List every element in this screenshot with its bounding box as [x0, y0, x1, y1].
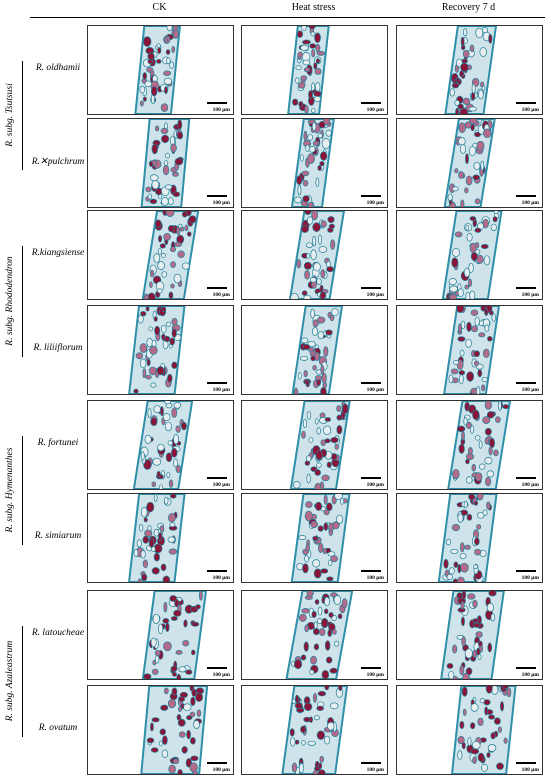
group-label: R. subg. Hymenanthes [5, 447, 15, 532]
scale-bar [361, 762, 381, 764]
scale-bar-label: 100 μm [366, 575, 384, 581]
micrograph: 100 μm [241, 685, 388, 775]
scale-bar [361, 195, 381, 197]
group-line [22, 246, 23, 357]
scale-bar-label: 100 μm [212, 200, 230, 206]
micrograph: 100 μm [87, 25, 234, 115]
scale-bar [207, 287, 227, 289]
scale-bar [361, 667, 381, 669]
group-line [22, 61, 23, 170]
species-label: R. simiarum [34, 531, 82, 541]
micrograph: 100 μm [241, 493, 388, 583]
micrograph: 100 μm [241, 25, 388, 115]
species-label: R. fortunei [37, 438, 79, 448]
micrograph: 100 μm [241, 118, 388, 208]
micrograph: 100 μm [396, 685, 543, 775]
scale-bar [207, 762, 227, 764]
scale-bar [516, 762, 536, 764]
group-label: R. subg. Tsutsusi [5, 82, 15, 147]
scale-bar [516, 570, 536, 572]
micrograph: 100 μm [396, 400, 543, 490]
micrograph: 100 μm [396, 118, 543, 208]
scale-bar-label: 100 μm [212, 482, 230, 488]
scale-bar-label: 100 μm [366, 482, 384, 488]
micrograph: 100 μm [396, 210, 543, 300]
micrograph: 100 μm [396, 590, 543, 680]
micrograph: 100 μm [87, 590, 234, 680]
scale-bar [516, 287, 536, 289]
micrograph: 100 μm [241, 210, 388, 300]
micrograph: 100 μm [396, 25, 543, 115]
scale-bar-label: 100 μm [366, 292, 384, 298]
micrograph: 100 μm [241, 305, 388, 395]
scale-bar-label: 100 μm [521, 200, 539, 206]
micrograph: 100 μm [87, 400, 234, 490]
scale-bar-label: 100 μm [212, 292, 230, 298]
species-label: R. oldhamii [35, 63, 81, 73]
species-label: R. liliiflorum [33, 343, 83, 353]
scale-bar-label: 100 μm [366, 107, 384, 113]
scale-bar [361, 477, 381, 479]
micrograph: 100 μm [396, 305, 543, 395]
group-label: R. subg. Rhododendron [5, 255, 15, 346]
scale-bar [207, 195, 227, 197]
scale-bar-label: 100 μm [521, 575, 539, 581]
scale-bar-label: 100 μm [521, 387, 539, 393]
column-header: CK [152, 2, 167, 13]
micrograph: 100 μm [241, 590, 388, 680]
column-header: Recovery 7 d [441, 2, 496, 13]
species-label: R.kiangsiense [31, 248, 85, 258]
scale-bar-label: 100 μm [521, 767, 539, 773]
scale-bar-label: 100 μm [366, 387, 384, 393]
scale-bar [516, 382, 536, 384]
scale-bar-label: 100 μm [366, 200, 384, 206]
scale-bar-label: 100 μm [212, 767, 230, 773]
scale-bar [516, 667, 536, 669]
micrograph: 100 μm [87, 305, 234, 395]
scale-bar [361, 102, 381, 104]
micrograph: 100 μm [396, 493, 543, 583]
micrograph: 100 μm [87, 493, 234, 583]
scale-bar [207, 382, 227, 384]
micrograph: 100 μm [87, 118, 234, 208]
scale-bar [207, 570, 227, 572]
scale-bar [516, 195, 536, 197]
group-line [22, 436, 23, 545]
scale-bar [207, 102, 227, 104]
scale-bar-label: 100 μm [521, 107, 539, 113]
scale-bar [207, 667, 227, 669]
scale-bar [361, 570, 381, 572]
top-rule [30, 17, 545, 18]
scale-bar-label: 100 μm [521, 292, 539, 298]
micrograph: 100 μm [241, 400, 388, 490]
scale-bar-label: 100 μm [212, 672, 230, 678]
group-label: R. subg. Azaleastrum [5, 640, 15, 721]
micrograph: 100 μm [87, 685, 234, 775]
group-line [22, 626, 23, 737]
scale-bar-label: 100 μm [212, 107, 230, 113]
scale-bar-label: 100 μm [366, 767, 384, 773]
scale-bar-label: 100 μm [212, 387, 230, 393]
scale-bar-label: 100 μm [212, 575, 230, 581]
scale-bar [516, 477, 536, 479]
scale-bar-label: 100 μm [366, 672, 384, 678]
species-label: R. latoucheae [31, 628, 85, 638]
species-label: R. ovatum [38, 723, 78, 733]
scale-bar-label: 100 μm [521, 672, 539, 678]
column-header: Heat stress [291, 2, 336, 13]
scale-bar [207, 477, 227, 479]
species-label: R.✕pulchrum [31, 157, 85, 167]
scale-bar-label: 100 μm [521, 482, 539, 488]
scale-bar [361, 382, 381, 384]
scale-bar [516, 102, 536, 104]
scale-bar [361, 287, 381, 289]
micrograph: 100 μm [87, 210, 234, 300]
